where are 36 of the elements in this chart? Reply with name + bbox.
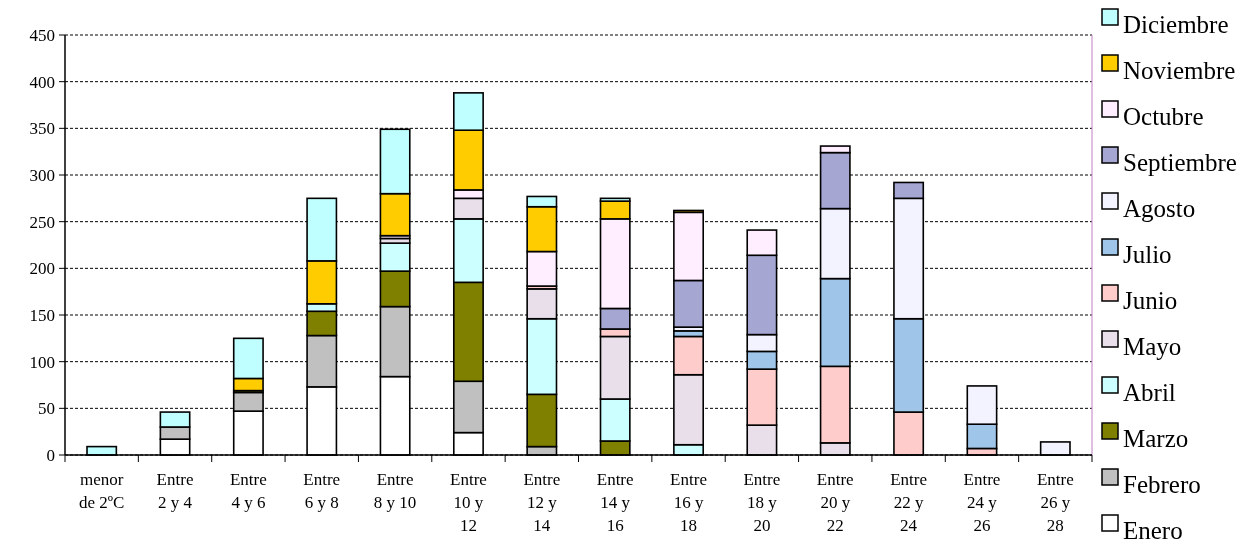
x-tick-label: Entre 8 y 10 — [373, 470, 417, 512]
x-tick-label: Entre 14 y 16 — [596, 470, 634, 535]
legend-label: Mayo — [1123, 332, 1182, 360]
legend-label: Octubre — [1123, 102, 1204, 130]
legend-label: Julio — [1123, 240, 1172, 268]
x-tick-label: menor de 2ºC — [78, 470, 125, 512]
x-tick-label: Entre 16 y 18 — [670, 470, 707, 535]
legend-label: Agosto — [1123, 194, 1196, 222]
x-tick-label: Entre 22 y 24 — [890, 470, 928, 535]
x-tick-label: Entre 24 y 26 — [963, 470, 1001, 535]
x-tick-label: Entre 4 y 6 — [229, 470, 267, 512]
y-tick-label: 250 — [29, 212, 55, 232]
y-tick-label: 150 — [29, 305, 55, 325]
x-tick-label: Entre 10 y 12 — [450, 470, 487, 535]
y-tick-label: 350 — [29, 119, 55, 139]
x-tick-label: Entre 26 y 28 — [1036, 470, 1074, 535]
y-tick-label: 450 — [29, 25, 55, 45]
y-tick-label: 50 — [38, 399, 55, 419]
legend-label: Junio — [1123, 286, 1178, 314]
y-tick-label: 0 — [46, 445, 55, 465]
x-tick-label: Entre 2 y 4 — [156, 470, 194, 512]
y-tick-label: 100 — [29, 352, 55, 372]
x-tick-label: Entre 6 y 8 — [303, 470, 341, 512]
legend-label: Noviembre — [1123, 56, 1236, 84]
y-tick-label: 400 — [29, 72, 55, 92]
legend-label: Septiembre — [1123, 148, 1237, 176]
legend-label: Marzo — [1123, 424, 1189, 452]
y-tick-label: 200 — [29, 259, 55, 279]
x-tick-label: Entre 20 y 22 — [816, 470, 854, 535]
legend-label: Abril — [1123, 378, 1176, 406]
x-tick-label: Entre 18 y 20 — [743, 470, 781, 535]
legend-label: Diciembre — [1123, 10, 1229, 38]
x-tick-label: Entre 12 y 14 — [523, 470, 561, 535]
legend-label: Enero — [1123, 516, 1183, 544]
legend-label: Febrero — [1123, 470, 1201, 498]
y-tick-label: 300 — [29, 165, 55, 185]
